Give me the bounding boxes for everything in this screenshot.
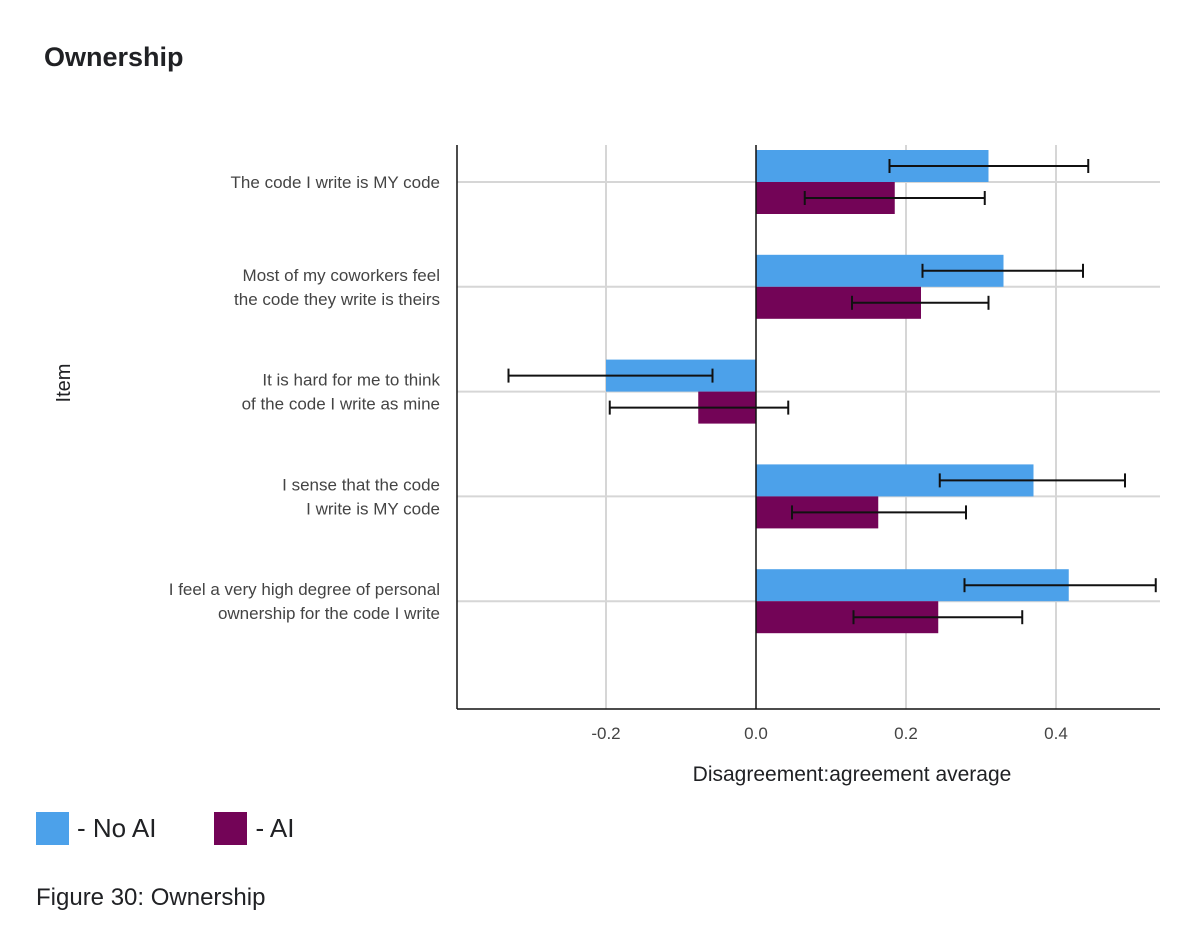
category-label: I sense that the code — [282, 475, 440, 494]
category-label: ownership for the code I write — [218, 604, 440, 623]
legend-swatch-ai — [214, 812, 248, 845]
x-tick-label: 0.4 — [1044, 724, 1068, 743]
category-label: Most of my coworkers feel — [243, 266, 440, 285]
legend-item-no-ai: - No AI — [36, 812, 156, 845]
category-label: It is hard for me to think — [262, 371, 440, 390]
x-tick-label: -0.2 — [591, 724, 620, 743]
category-label: I write is MY code — [306, 499, 440, 518]
y-axis-title: Item — [53, 364, 75, 403]
category-label: of the code I write as mine — [242, 395, 440, 414]
category-label: the code they write is theirs — [234, 290, 440, 309]
legend-item-ai: - AI — [214, 812, 295, 845]
x-tick-label: 0.2 — [894, 724, 918, 743]
figure-caption: Figure 30: Ownership — [36, 884, 266, 911]
x-tick-label: 0.0 — [744, 724, 768, 743]
chart: -0.2 0.0 0.2 0.4 The code I write is MY code… — [53, 145, 1160, 786]
category-label: I feel a very high degree of personal — [169, 580, 440, 599]
category-label: The code I write is MY code — [231, 173, 440, 192]
legend-label-no-ai: - No AI — [77, 813, 157, 843]
x-axis-title: Disagreement:agreement average — [693, 763, 1012, 786]
legend-swatch-no-ai — [36, 812, 69, 845]
legend-label-ai: - AI — [255, 813, 295, 843]
chart-title: Ownership — [44, 42, 184, 72]
legend: - No AI - AI — [36, 812, 353, 845]
